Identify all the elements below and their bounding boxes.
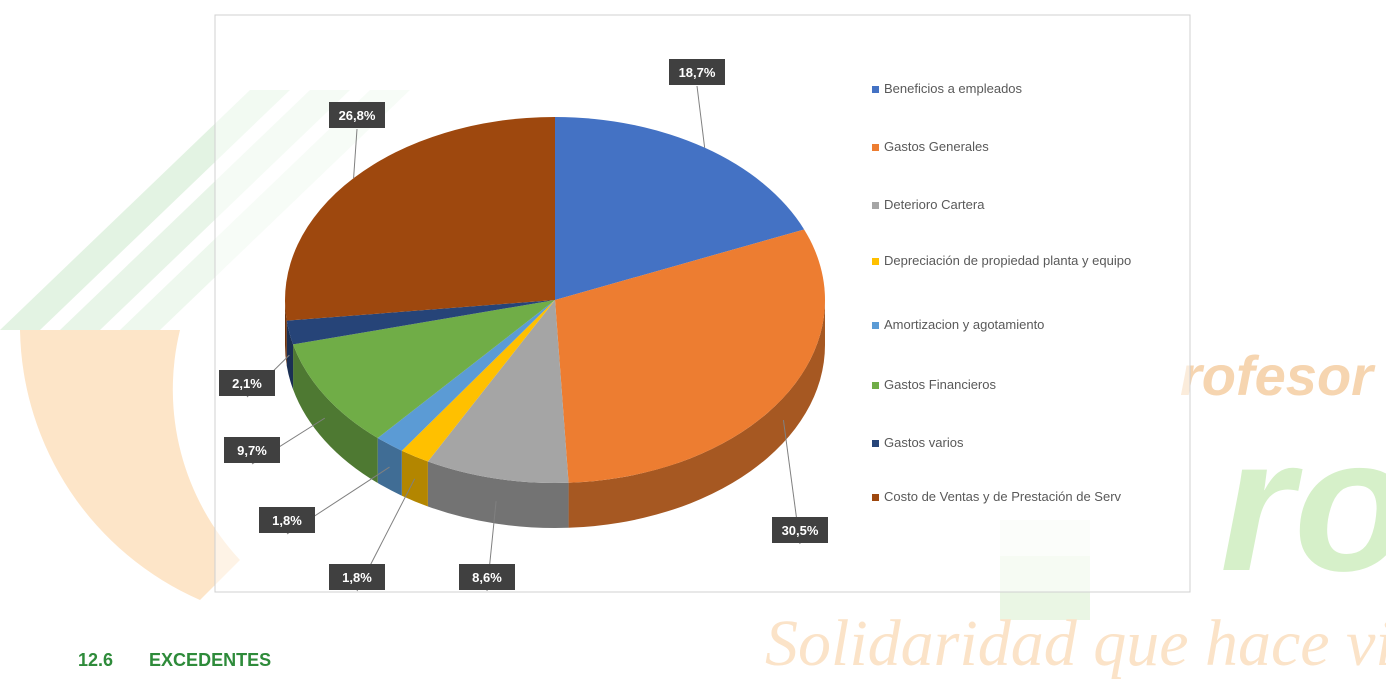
heading-title: EXCEDENTES <box>149 650 272 670</box>
data-label: 8,6% <box>472 570 502 585</box>
heading: 12.6 EXCEDENTES <box>78 650 307 671</box>
legend-label: Gastos varios <box>884 435 964 450</box>
slice-side <box>568 300 825 528</box>
leader-line <box>353 128 358 179</box>
slice <box>285 117 555 321</box>
heading-number: 12.6 <box>78 650 114 670</box>
legend-swatch <box>872 440 879 447</box>
slice-side <box>401 450 428 507</box>
slice <box>286 300 555 345</box>
data-label: 26,8% <box>339 108 376 123</box>
slice <box>293 300 555 439</box>
slice <box>427 300 569 483</box>
data-label-box <box>219 370 275 396</box>
data-label-box <box>224 437 280 463</box>
data-label-box <box>259 507 315 533</box>
slice <box>555 229 825 483</box>
legend-label: Deterioro Cartera <box>884 197 985 212</box>
arc <box>20 330 240 600</box>
legend-item: Gastos Financieros <box>872 376 1172 394</box>
data-label: 18,7% <box>679 65 716 80</box>
watermark-word: rofesor <box>1180 344 1376 407</box>
slice-side <box>293 344 378 484</box>
data-label: 2,1% <box>232 376 262 391</box>
slice-side <box>285 300 287 366</box>
data-label: 9,7% <box>237 443 267 458</box>
legend-item: Costo de Ventas y de Prestación de Serv <box>872 488 1172 506</box>
legend-item: Amortizacion y agotamiento <box>872 316 1172 334</box>
legend-item: Gastos Generales <box>872 138 1172 156</box>
legend-label: Depreciación de propiedad planta y equip… <box>884 253 1132 268</box>
legend-label: Costo de Ventas y de Prestación de Serv <box>884 489 1122 504</box>
legend-label: Gastos Financieros <box>884 377 996 392</box>
slogan: Solidaridad que hace vida <box>765 607 1386 680</box>
slice-side <box>377 438 402 496</box>
legend-label: Beneficios a empleados <box>884 81 1023 96</box>
slice-side <box>427 461 569 528</box>
legend-label: Amortizacion y agotamiento <box>884 317 1045 332</box>
data-label: 30,5% <box>782 523 819 538</box>
legend-item: Deterioro Cartera <box>872 196 1172 214</box>
legend-item: Depreciación de propiedad planta y equip… <box>872 252 1172 270</box>
data-label: 1,8% <box>272 513 302 528</box>
slice <box>555 117 805 300</box>
slice-side <box>286 320 294 390</box>
legend-swatch <box>872 258 879 265</box>
slice <box>377 300 555 451</box>
legend-item: Gastos varios <box>872 434 1172 452</box>
legend-swatch <box>872 322 879 329</box>
data-label-box <box>669 59 725 85</box>
data-label-box <box>772 517 828 543</box>
data-label-box <box>459 564 515 590</box>
watermark-big: ro <box>1220 399 1386 611</box>
legend-swatch <box>872 202 879 209</box>
data-label-box <box>329 102 385 128</box>
data-label: 1,8% <box>342 570 372 585</box>
legend-label: Gastos Generales <box>884 139 989 154</box>
legend-swatch <box>872 382 879 389</box>
leader-line <box>696 85 706 148</box>
legend-swatch <box>872 86 879 93</box>
legend-swatch <box>872 144 879 151</box>
legend-swatch <box>872 494 879 501</box>
legend-item: Beneficios a empleados <box>872 80 1172 98</box>
slice <box>401 300 555 462</box>
data-label-box <box>329 564 385 590</box>
legend-box <box>865 68 1180 556</box>
